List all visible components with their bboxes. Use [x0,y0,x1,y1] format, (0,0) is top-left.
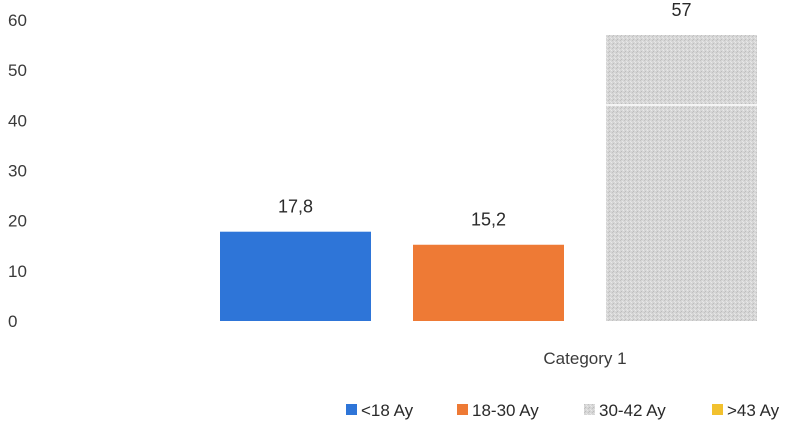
bars [220,35,757,322]
y-tick-label: 10 [8,262,27,281]
legend-swatch-4 [712,404,723,415]
data-label: 57 [671,0,691,20]
y-tick-label: 50 [8,61,27,80]
data-label: 15,2 [471,210,506,230]
category-label: Category 1 [543,349,626,368]
y-tick-label: 30 [8,162,27,181]
y-tick-label: 40 [8,111,27,130]
legend-label-3: 30-42 Ay [599,401,666,420]
data-label: 17,8 [278,197,313,217]
y-tick-label: 0 [8,312,17,331]
legend-swatch-2 [457,404,468,415]
legend-swatch-3 [584,404,595,415]
legend-label-4: >43 Ay [727,401,780,420]
y-axis: 0 10 20 30 40 50 60 [8,11,27,331]
legend-label-2: 18-30 Ay [472,401,539,420]
bar-1 [220,231,371,321]
legend-label-1: <18 Ay [361,401,414,420]
bar-2 [413,244,564,321]
legend-swatch-1 [346,404,357,415]
y-tick-label: 60 [8,11,27,30]
bar-3 [606,35,757,322]
data-labels: 17,8 15,2 57 [278,0,692,230]
legend: <18 Ay 18-30 Ay 30-42 Ay >43 Ay [346,401,780,420]
y-tick-label: 20 [8,212,27,231]
